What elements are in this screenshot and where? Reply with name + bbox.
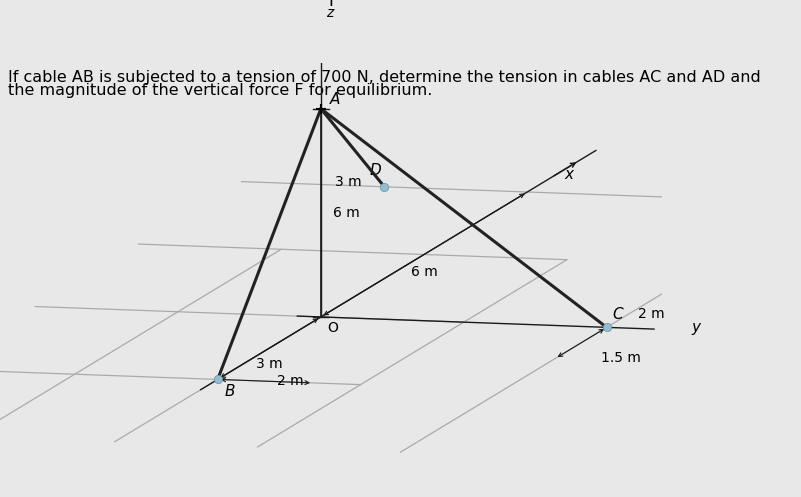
Text: D: D: [369, 163, 381, 178]
Text: x: x: [565, 167, 574, 182]
Text: y: y: [691, 320, 700, 335]
Text: the magnitude of the vertical force F for equilibrium.: the magnitude of the vertical force F fo…: [8, 83, 433, 98]
Text: z: z: [326, 6, 333, 20]
Text: If cable AB is subjected to a tension of 700 N, determine the tension in cables : If cable AB is subjected to a tension of…: [8, 70, 761, 84]
Text: 3 m: 3 m: [256, 357, 283, 371]
Text: B: B: [224, 384, 235, 399]
Text: 1.5 m: 1.5 m: [601, 351, 641, 365]
Text: C: C: [612, 307, 622, 322]
Text: 3 m: 3 m: [335, 175, 361, 189]
Text: 2 m: 2 m: [638, 307, 665, 321]
Text: A: A: [329, 91, 340, 106]
Text: 2 m: 2 m: [277, 374, 304, 388]
Text: O: O: [328, 321, 338, 335]
Text: 6 m: 6 m: [332, 206, 360, 220]
Text: F: F: [328, 0, 338, 9]
Text: 6 m: 6 m: [411, 265, 437, 279]
